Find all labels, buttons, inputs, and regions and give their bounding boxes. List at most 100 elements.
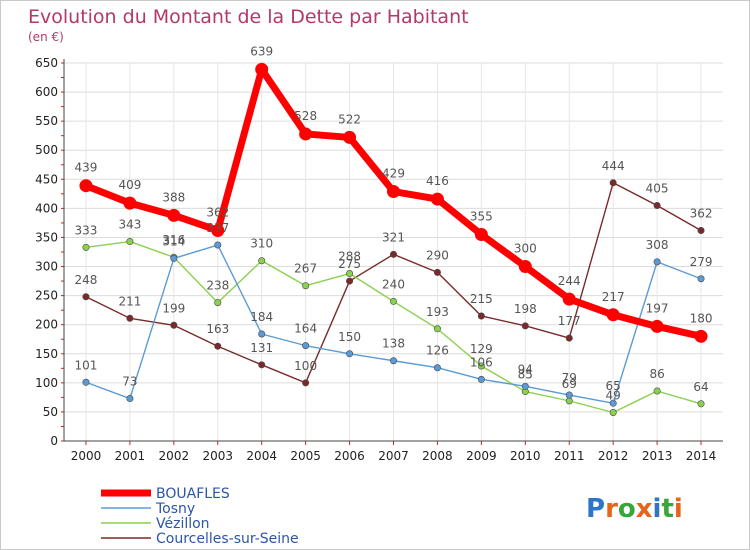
- logo-text: Proxiti: [586, 494, 683, 524]
- data-point: [343, 130, 357, 144]
- data-label: 429: [382, 167, 405, 181]
- logo-letter: x: [636, 494, 653, 524]
- data-point: [214, 241, 222, 249]
- data-point: [697, 275, 705, 283]
- data-label: 198: [514, 302, 537, 316]
- logo-letter: o: [618, 494, 636, 524]
- logo-letter: t: [661, 494, 673, 524]
- data-point: [389, 357, 397, 365]
- x-tick-label: 2004: [246, 449, 277, 463]
- data-label: 94: [518, 362, 533, 376]
- legend-label: Courcelles-sur-Seine: [156, 531, 299, 547]
- data-point: [170, 321, 178, 329]
- data-point: [346, 350, 354, 358]
- data-label: 444: [602, 159, 625, 173]
- x-tick-label: 2001: [115, 449, 146, 463]
- data-point: [82, 243, 90, 251]
- data-point: [521, 322, 529, 330]
- data-label: 193: [426, 305, 449, 319]
- data-label: 101: [75, 358, 98, 372]
- x-tick-label: 2008: [422, 449, 453, 463]
- x-tick-label: 2011: [554, 449, 585, 463]
- data-label: 275: [338, 257, 361, 271]
- x-tick-label: 2006: [334, 449, 365, 463]
- legend-label: BOUAFLES: [156, 486, 230, 502]
- data-label: 439: [75, 161, 98, 175]
- legend: BOUAFLESTosnyVézillonCourcelles-sur-Sein…: [101, 486, 299, 547]
- data-label: 290: [426, 248, 449, 262]
- data-label: 64: [693, 380, 708, 394]
- x-tick-label: 2005: [290, 449, 321, 463]
- data-point: [433, 364, 441, 372]
- data-point: [346, 270, 354, 278]
- data-label: 300: [514, 242, 537, 256]
- data-point: [258, 361, 266, 369]
- data-point: [346, 277, 354, 285]
- data-point: [477, 362, 485, 370]
- data-label: 528: [294, 109, 317, 123]
- x-tick-label: 2002: [159, 449, 190, 463]
- data-label: 197: [646, 301, 669, 315]
- data-point: [697, 226, 705, 234]
- data-label: 244: [558, 274, 581, 288]
- data-label: 522: [338, 112, 361, 126]
- data-label: 240: [382, 277, 405, 291]
- logo-letter: i: [674, 494, 683, 524]
- y-tick-label: 0: [50, 434, 58, 448]
- data-label: 639: [250, 44, 273, 58]
- data-label: 248: [75, 273, 98, 287]
- data-point: [565, 397, 573, 405]
- data-point: [302, 342, 310, 350]
- series-group: [79, 62, 708, 417]
- data-label: 288: [338, 250, 361, 264]
- data-point: [258, 330, 266, 338]
- data-labels: 248 211 199 163 131 100 275 321 290 215 198 177 444 4…: [75, 44, 713, 402]
- data-label: 100: [294, 359, 317, 373]
- x-tick-label: 2013: [642, 449, 673, 463]
- data-label: 211: [118, 294, 141, 308]
- data-label: 333: [75, 223, 98, 237]
- data-label: 138: [382, 337, 405, 351]
- data-point: [653, 387, 661, 395]
- y-tick-label: 500: [35, 143, 58, 157]
- x-tick-label: 2014: [686, 449, 717, 463]
- y-tick-label: 100: [35, 376, 58, 390]
- x-tick-label: 2012: [598, 449, 629, 463]
- logo-letter: r: [605, 494, 618, 524]
- data-point: [430, 192, 444, 206]
- data-point: [167, 208, 181, 222]
- data-label: 279: [690, 255, 713, 269]
- x-tick-label: 2010: [510, 449, 541, 463]
- x-tick-label: 2007: [378, 449, 409, 463]
- y-tick-label: 550: [35, 114, 58, 128]
- data-label: 362: [206, 205, 229, 219]
- data-point: [211, 223, 225, 237]
- chart-subtitle: (en €): [28, 30, 64, 44]
- data-label: 163: [206, 322, 229, 336]
- data-label: 129: [470, 342, 493, 356]
- data-point: [562, 292, 576, 306]
- data-label: 69: [562, 377, 577, 391]
- data-point: [474, 228, 488, 242]
- y-tick-label: 200: [35, 318, 58, 332]
- data-label: 79: [562, 371, 577, 385]
- data-label: 177: [558, 314, 581, 328]
- data-label: 343: [118, 218, 141, 232]
- x-tick-label: 2003: [202, 449, 233, 463]
- data-label: 164: [294, 322, 317, 336]
- data-point: [299, 127, 313, 141]
- data-point: [433, 268, 441, 276]
- data-point: [123, 196, 137, 210]
- data-point: [694, 329, 708, 343]
- data-label: 267: [294, 262, 317, 276]
- y-tick-label: 300: [35, 260, 58, 274]
- data-label: 215: [470, 292, 493, 306]
- data-point: [653, 201, 661, 209]
- data-label: 86: [649, 367, 664, 381]
- data-point: [609, 179, 617, 187]
- data-point: [653, 258, 661, 266]
- data-label: 106: [470, 355, 493, 369]
- data-point: [609, 409, 617, 417]
